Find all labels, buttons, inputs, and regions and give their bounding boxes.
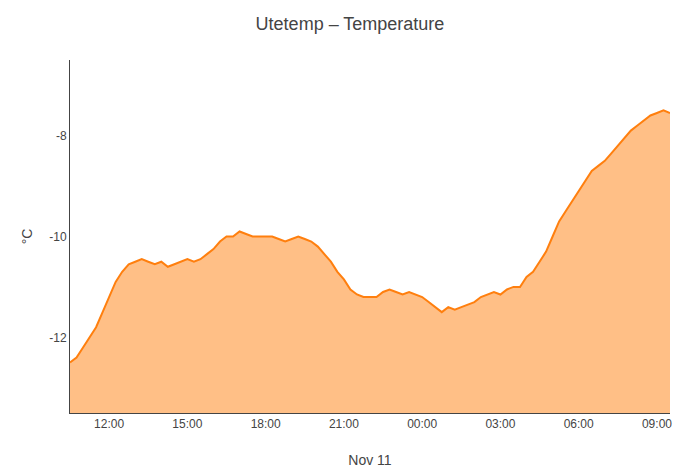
svg-text:00:00: 00:00: [407, 417, 437, 431]
svg-text:18:00: 18:00: [251, 417, 281, 431]
svg-text:03:00: 03:00: [485, 417, 515, 431]
svg-text:-10: -10: [49, 230, 67, 244]
svg-text:09:00: 09:00: [642, 417, 672, 431]
svg-text:12:00: 12:00: [94, 417, 124, 431]
svg-text:-8: -8: [56, 129, 67, 143]
svg-text:Utetemp – Temperature: Utetemp – Temperature: [256, 14, 445, 34]
svg-text:-12: -12: [49, 331, 67, 345]
svg-text:Nov 11: Nov 11: [348, 452, 392, 468]
svg-text:06:00: 06:00: [564, 417, 594, 431]
svg-text:°C: °C: [19, 229, 35, 245]
svg-text:15:00: 15:00: [172, 417, 202, 431]
svg-text:21:00: 21:00: [329, 417, 359, 431]
